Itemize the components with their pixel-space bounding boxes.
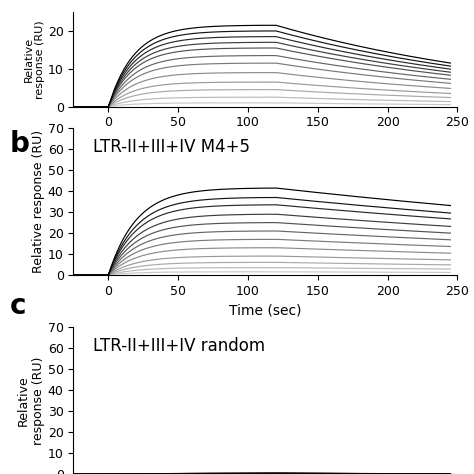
Text: b: b bbox=[9, 130, 29, 158]
Y-axis label: Relative response (RU): Relative response (RU) bbox=[32, 130, 45, 273]
Text: LTR-II+III+IV M4+5: LTR-II+III+IV M4+5 bbox=[92, 138, 250, 156]
X-axis label: Time (sec): Time (sec) bbox=[229, 135, 301, 149]
Text: LTR-II+III+IV random: LTR-II+III+IV random bbox=[92, 337, 265, 356]
Y-axis label: Relative
response (RU): Relative response (RU) bbox=[17, 356, 45, 445]
Y-axis label: Relative
response (RU): Relative response (RU) bbox=[24, 20, 45, 99]
X-axis label: Time (sec): Time (sec) bbox=[229, 303, 301, 317]
Text: c: c bbox=[9, 292, 26, 319]
